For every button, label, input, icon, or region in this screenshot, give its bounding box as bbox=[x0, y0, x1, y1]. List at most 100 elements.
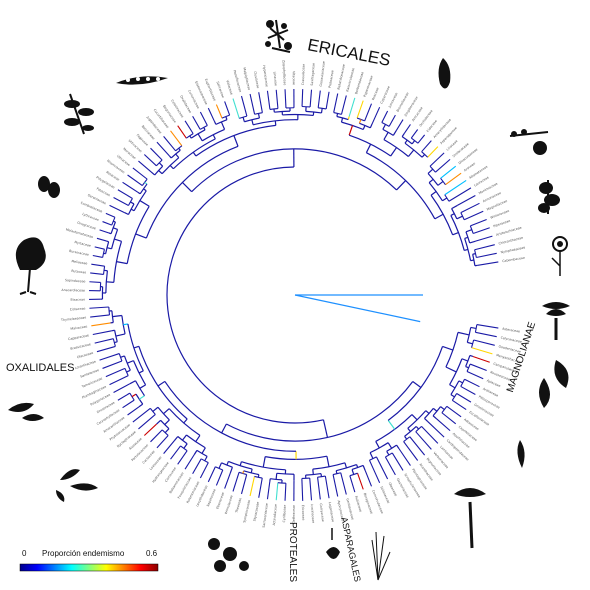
tree-branch bbox=[452, 399, 467, 411]
tree-branch bbox=[369, 123, 373, 129]
legend-title: Proporción endemismo bbox=[42, 549, 125, 558]
tree-branch bbox=[257, 113, 261, 119]
tree-branch-arc bbox=[228, 460, 253, 470]
tree-branch bbox=[112, 314, 122, 318]
tree-branch bbox=[340, 95, 347, 115]
tree-branch bbox=[123, 323, 129, 326]
tree-branch-arc bbox=[386, 444, 397, 452]
tree-branch bbox=[113, 220, 116, 223]
tree-branch bbox=[192, 458, 202, 475]
tree-branch bbox=[96, 345, 116, 353]
tree-branch bbox=[436, 418, 451, 432]
leaf-label: Apocynaceae bbox=[337, 500, 345, 522]
tree-branch bbox=[215, 469, 224, 486]
leaf-label: Anacardiaceae bbox=[61, 288, 85, 293]
tree-branch bbox=[432, 415, 438, 420]
tree-branch bbox=[156, 419, 162, 425]
tree-branch bbox=[401, 132, 405, 137]
leaf-label: Poaceae bbox=[371, 87, 380, 101]
tree-branch bbox=[398, 448, 411, 466]
tree-branch bbox=[348, 125, 354, 136]
tree-branch bbox=[458, 380, 463, 384]
tree-branch bbox=[429, 152, 445, 167]
leaf-label: Icacinaceae bbox=[310, 504, 316, 523]
tree-branch bbox=[233, 135, 239, 147]
leaf-label: Araliaceae bbox=[482, 387, 499, 398]
tree-branch bbox=[183, 418, 188, 424]
tree-branch-arc bbox=[154, 165, 164, 176]
tree-branch bbox=[117, 392, 131, 401]
fruit-cluster-icon bbox=[38, 176, 60, 198]
oak-leaf-icon bbox=[8, 402, 44, 421]
leaf-label: Malvaceae bbox=[70, 324, 88, 331]
tree-branch bbox=[122, 181, 139, 193]
tree-branch bbox=[332, 474, 339, 497]
leaf-label: Bixaceae bbox=[70, 298, 85, 302]
tree-branch bbox=[284, 483, 287, 501]
tree-branch bbox=[143, 154, 157, 167]
tree-branch bbox=[92, 330, 112, 336]
seed-pod-icon bbox=[116, 76, 168, 85]
tree-branch bbox=[411, 140, 416, 145]
tree-branch bbox=[384, 456, 396, 476]
leaf-label-ring: Asteraceae CalyceraceaeGoodeniaceaeMenyan… bbox=[60, 60, 526, 528]
tree-branch bbox=[120, 355, 125, 358]
tree-branch bbox=[375, 441, 380, 449]
tree-branch bbox=[434, 213, 444, 220]
tree-branch bbox=[152, 406, 159, 412]
tree-branch-arc bbox=[369, 456, 377, 461]
tree-branch bbox=[156, 435, 169, 449]
tree-branch bbox=[275, 473, 278, 480]
tree-branch bbox=[232, 472, 240, 492]
tree-branch-arc bbox=[366, 152, 436, 220]
tree-branch bbox=[472, 355, 490, 363]
leaf-label: Loganiaceae bbox=[328, 502, 335, 523]
leaf-label: Chloranthaceae bbox=[498, 236, 523, 246]
leaf-label: Grossulariaceae bbox=[319, 61, 326, 87]
tree-branch bbox=[195, 435, 201, 443]
leaf-label: Melastomataceae bbox=[65, 228, 93, 240]
tree-branch bbox=[368, 459, 381, 484]
tree-branch bbox=[178, 147, 181, 151]
tree-branch bbox=[193, 450, 198, 455]
tree-branch bbox=[113, 196, 129, 206]
tulip-bud-icon bbox=[517, 440, 525, 468]
tree-branch-arc bbox=[466, 327, 472, 343]
tree-branch bbox=[164, 419, 170, 426]
tree-branch bbox=[139, 384, 146, 389]
tree-branch-arc bbox=[312, 462, 346, 470]
tree-branch bbox=[207, 107, 215, 122]
tree-branch bbox=[336, 113, 339, 117]
tree-branch bbox=[105, 212, 116, 218]
tree-branch bbox=[312, 469, 314, 475]
leaf-label: Linaceae bbox=[273, 71, 278, 86]
tree-branch bbox=[158, 162, 164, 167]
tree-branch bbox=[199, 111, 208, 126]
tree-icon bbox=[15, 237, 46, 295]
leaf-label: Clethraceae bbox=[292, 505, 296, 524]
tree-branch bbox=[131, 393, 137, 398]
tree-branch bbox=[409, 436, 426, 456]
tree-branch-arc bbox=[145, 145, 239, 239]
tree-branch bbox=[383, 131, 389, 140]
tree-branch-arc bbox=[466, 363, 471, 372]
leaf-label: Salicaceae bbox=[216, 81, 226, 98]
tree-branch bbox=[424, 417, 429, 422]
tree-branch-arc bbox=[102, 249, 105, 258]
tree-branch bbox=[410, 129, 419, 139]
tree-branch bbox=[396, 180, 407, 191]
tree-branch-arc bbox=[305, 110, 322, 114]
tree-branch-arc bbox=[166, 166, 324, 424]
leaf-label: Theaceae bbox=[234, 497, 242, 514]
tree-branch bbox=[183, 443, 188, 449]
tree-branch bbox=[391, 452, 404, 471]
tree-branch bbox=[440, 406, 445, 411]
tree-branch bbox=[135, 233, 147, 239]
tree-branch bbox=[326, 456, 330, 467]
tree-branch bbox=[143, 423, 157, 436]
tree-branch bbox=[470, 259, 475, 262]
tree-branch bbox=[440, 165, 457, 179]
tree-branch bbox=[204, 456, 208, 462]
leaf-label: Cabombaceae bbox=[502, 256, 525, 264]
